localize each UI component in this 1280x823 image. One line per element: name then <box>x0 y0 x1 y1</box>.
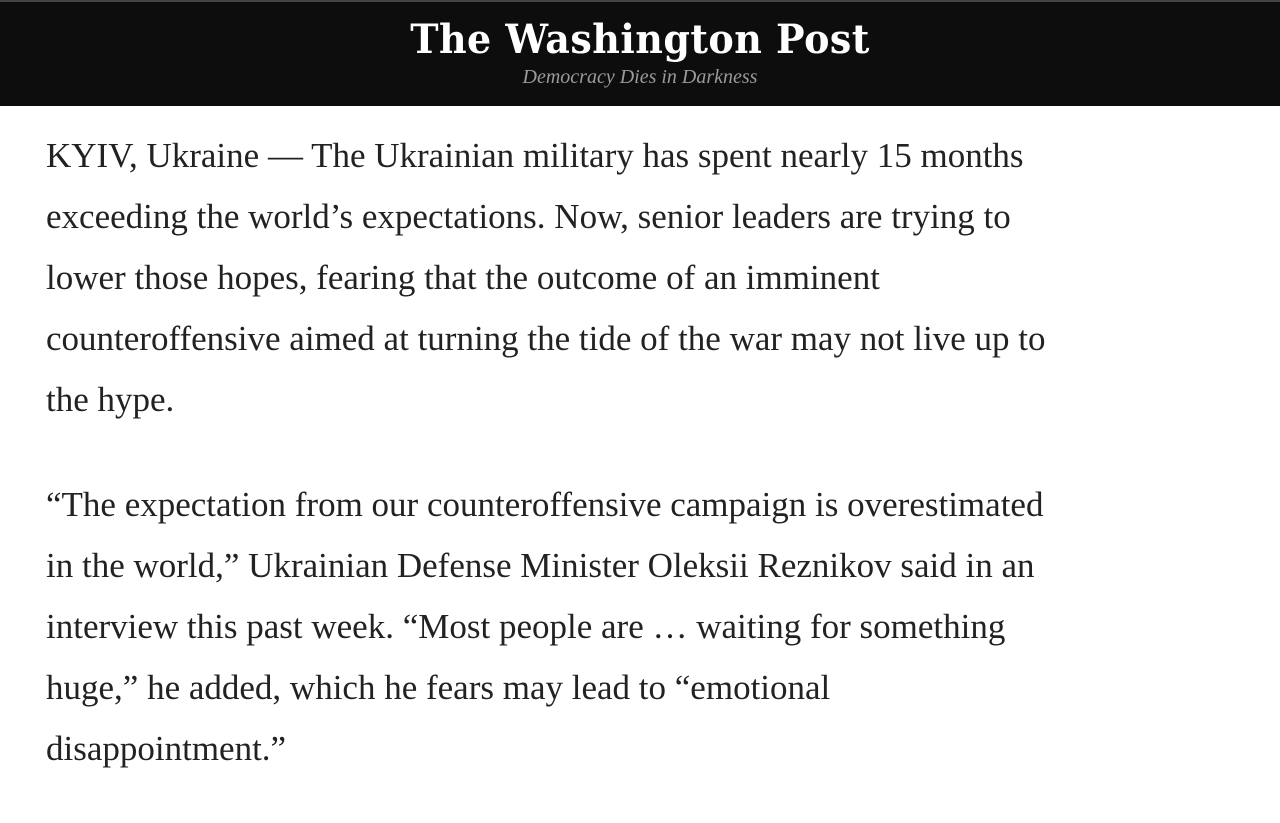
text-line: exceeding the world’s expectations. Now,… <box>46 197 1011 236</box>
text-line: the hype. <box>46 380 175 419</box>
text-line: lower those hopes, fearing that the outc… <box>46 258 880 297</box>
masthead: The Washington Post Democracy Dies in Da… <box>0 0 1280 106</box>
text-line: “The expectation from our counteroffensi… <box>46 485 1044 524</box>
text-line: disappointment.” <box>46 729 287 768</box>
text-line: huge,” he added, which he fears may lead… <box>46 668 831 707</box>
paragraph-2: “The expectation from our counteroffensi… <box>46 474 1266 779</box>
text-line: interview this past week. “Most people a… <box>46 607 1006 646</box>
text-line: KYIV, Ukraine — The Ukrainian military h… <box>46 136 1024 175</box>
paragraph-1: KYIV, Ukraine — The Ukrainian military h… <box>46 125 1266 430</box>
washington-post-logo[interactable]: The Washington Post <box>410 16 870 63</box>
text-line: counteroffensive aimed at turning the ti… <box>46 319 1046 358</box>
tagline: Democracy Dies in Darkness <box>522 66 758 88</box>
article-body: KYIV, Ukraine — The Ukrainian military h… <box>46 125 1266 823</box>
text-line: in the world,” Ukrainian Defense Ministe… <box>46 546 1035 585</box>
